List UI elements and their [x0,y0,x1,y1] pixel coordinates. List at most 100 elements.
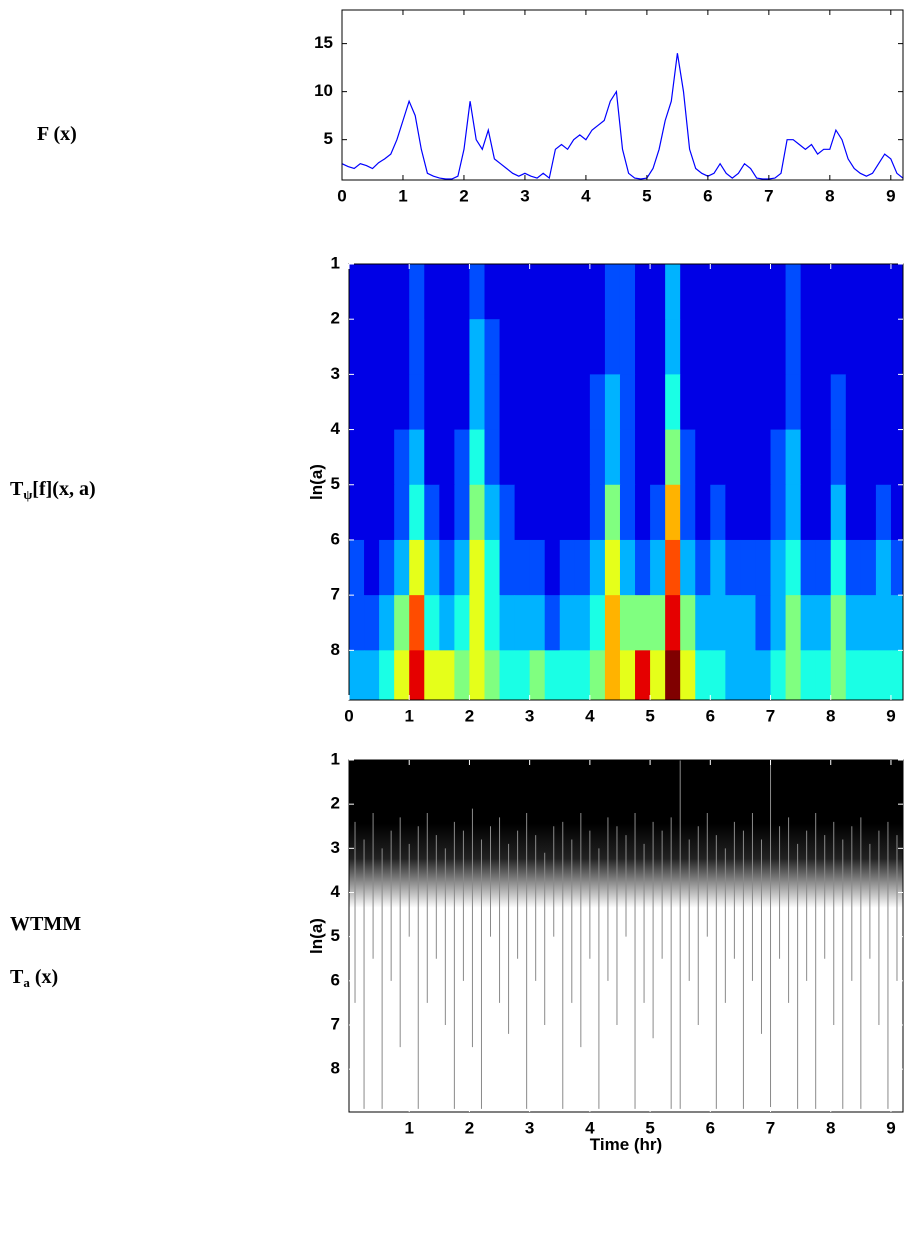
heat-cell [755,484,772,541]
heat-cell [379,484,395,541]
data-line [342,53,903,180]
heat-cell [860,319,877,375]
y-tick-label: 7 [331,1014,340,1033]
heat-cell [424,650,440,700]
heat-cell [845,429,862,486]
heat-cell [650,539,666,596]
plot-area [349,264,903,700]
heat-cell [890,650,903,700]
heat-cell [830,539,847,596]
heat-cell [619,539,636,596]
panel: WTMM Ta (x) 1 2 3 4 5 6 7 8 9 1 2 3 4 5 6 7 8 ln(a) Time (hr… [10,749,904,1154]
heat-cell [785,264,802,320]
x-tick-label: 3 [525,706,534,725]
heat-cell [740,539,756,596]
heat-cell [559,650,576,700]
heat-cell [875,650,892,700]
heat-cell [559,484,576,541]
heat-cell [800,374,817,431]
heat-cell [755,374,772,431]
heat-cell [800,539,817,596]
heat-cell [604,595,621,651]
panel-label: Ta (x) [10,966,58,990]
heat-cell [544,484,561,541]
heat-cell [379,374,395,431]
heat-cell [379,319,395,375]
heat-cell [439,595,455,651]
heat-cell [740,429,756,486]
heat-cell [604,484,621,541]
heat-cell [800,319,817,375]
heat-cell [725,595,741,651]
heat-cell [424,484,440,541]
heat-cell [574,484,591,541]
heat-cell [394,374,410,431]
heat-cell [830,650,847,700]
heat-cell [514,319,531,375]
heat-cell [725,650,741,700]
heat-cell [394,539,410,596]
heat-cell [770,539,787,596]
heat-cell [710,319,726,375]
heat-cell [740,650,756,700]
heat-cell [665,484,681,541]
heat-cell [589,650,606,700]
x-tick-label: 2 [465,1118,474,1137]
heat-cell [650,484,666,541]
heat-cell [875,595,892,651]
y-tick-label: 5 [324,129,333,148]
heat-cell [424,429,440,486]
heat-cell [349,319,365,375]
heat-cell [544,595,561,651]
heat-cell [604,374,621,431]
x-tick-label: 8 [826,1118,835,1137]
heat-cell [574,264,591,320]
heat-cell [815,595,832,651]
y-tick-label: 6 [331,529,340,548]
heat-cell [665,539,681,596]
heat-cell [680,429,696,486]
heat-cell [770,374,787,431]
heat-cell [619,264,636,320]
heat-cell [635,539,651,596]
panel-label-sub: ψ [23,487,32,502]
heat-cell [574,374,591,431]
heat-cell [499,484,516,541]
heat-cell [394,595,410,651]
x-tick-label: 0 [337,186,346,205]
heat-cell [514,374,531,431]
heat-cell [830,429,847,486]
heat-cell [499,650,516,700]
heat-cell [349,539,365,596]
heat-cell [379,650,395,700]
heat-cell [604,264,621,320]
y-tick-label: 5 [331,474,340,493]
heat-cell [349,429,365,486]
heat-cell [544,539,561,596]
heat-cell [349,650,365,700]
x-tick-label: 6 [706,1118,715,1137]
x-tick-label: 7 [764,186,773,205]
heat-cell [364,319,380,375]
heat-cell [439,319,455,375]
heat-cell [484,650,501,700]
x-tick-label: 4 [585,706,595,725]
heat-cell [635,650,651,700]
heat-cell [815,650,832,700]
heat-cell [890,264,903,320]
heat-cell [650,319,666,375]
heat-cell [725,539,741,596]
heat-cell [650,429,666,486]
heat-cell [559,319,576,375]
heat-cell [635,374,651,431]
heat-cell [755,429,772,486]
heat-cell [499,595,516,651]
heat-cell [740,484,756,541]
heat-cell [830,595,847,651]
heat-cell [574,319,591,375]
heat-cell [454,484,470,541]
heat-cell [785,650,802,700]
y-tick-label: 4 [331,882,341,901]
heat-cell [830,484,847,541]
